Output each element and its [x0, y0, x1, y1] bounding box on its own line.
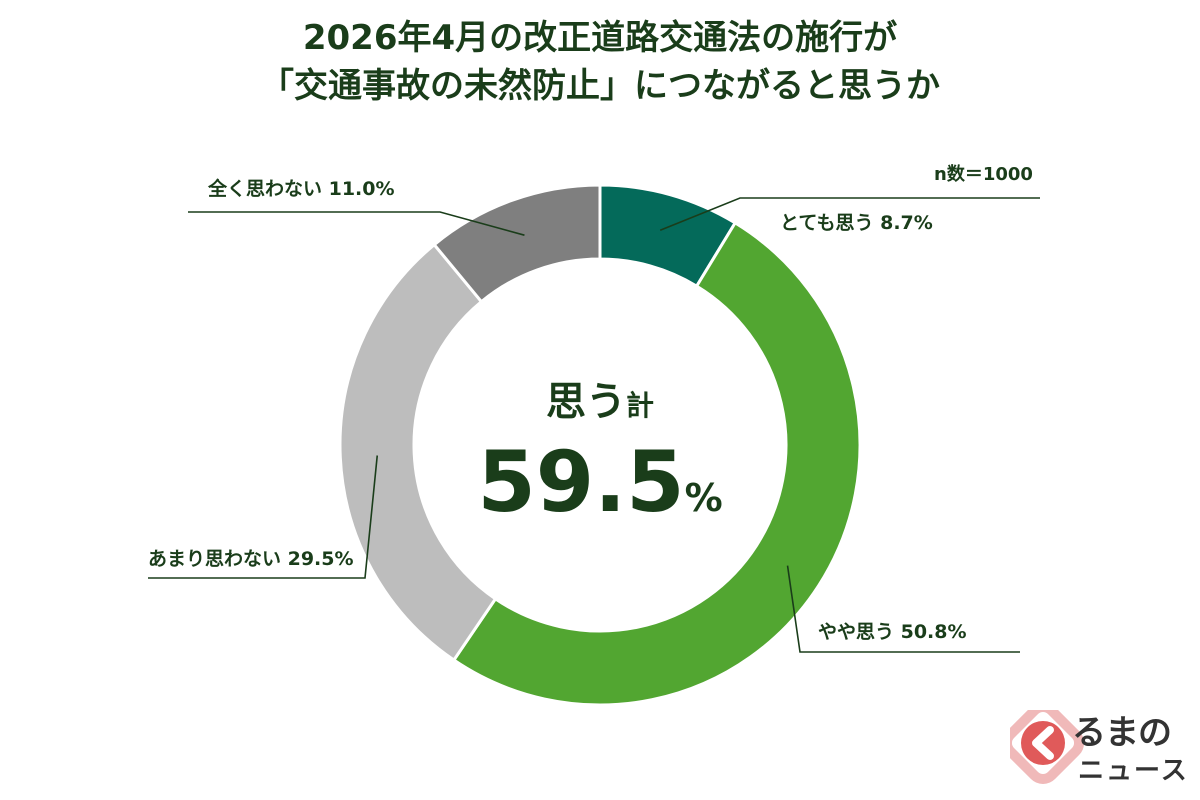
- slice-somewhat: [451, 220, 862, 707]
- sample-size-label: n数＝1000: [934, 164, 1033, 185]
- center-total-unit: %: [684, 476, 723, 520]
- leader-line-not-much: [148, 455, 379, 579]
- slice-label-somewhat: やや思う 50.8%: [818, 621, 967, 643]
- center-total-value: 59.5: [477, 433, 685, 531]
- center-caption-main: 思う: [545, 379, 626, 425]
- slice-label-not-at-all: 全く思わない 11.0%: [208, 178, 395, 200]
- slice-label-very-much: とても思う 8.7%: [780, 212, 933, 234]
- leader-line-very-much: [659, 197, 1040, 232]
- chart-title-line-1: 2026年4月の改正道路交通法の施行が: [302, 18, 898, 58]
- donut-slices: [338, 183, 862, 707]
- slice-label-not-much: あまり思わない 29.5%: [148, 548, 354, 570]
- slice-not-at-all: [432, 183, 602, 304]
- logo-text-bottom: ニュース: [1078, 756, 1189, 786]
- center-total: 59.5%: [440, 432, 760, 556]
- leader-lines: [148, 197, 1040, 653]
- logo-text-top: るまの: [1072, 713, 1172, 753]
- leader-line-somewhat: [786, 565, 1020, 653]
- center-caption-suffix: 計: [625, 389, 654, 422]
- kuruma-news-logo-icon: [1010, 710, 1085, 785]
- center-caption: 思う計: [440, 378, 760, 430]
- leader-line-not-at-all: [188, 211, 525, 236]
- chart-title: 2026年4月の改正道路交通法の施行が 「交通事故の未然防止」につながると思うか: [0, 14, 1200, 110]
- chart-title-line-2: 「交通事故の未然防止」につながると思うか: [260, 66, 940, 106]
- slice-not-much: [338, 242, 498, 663]
